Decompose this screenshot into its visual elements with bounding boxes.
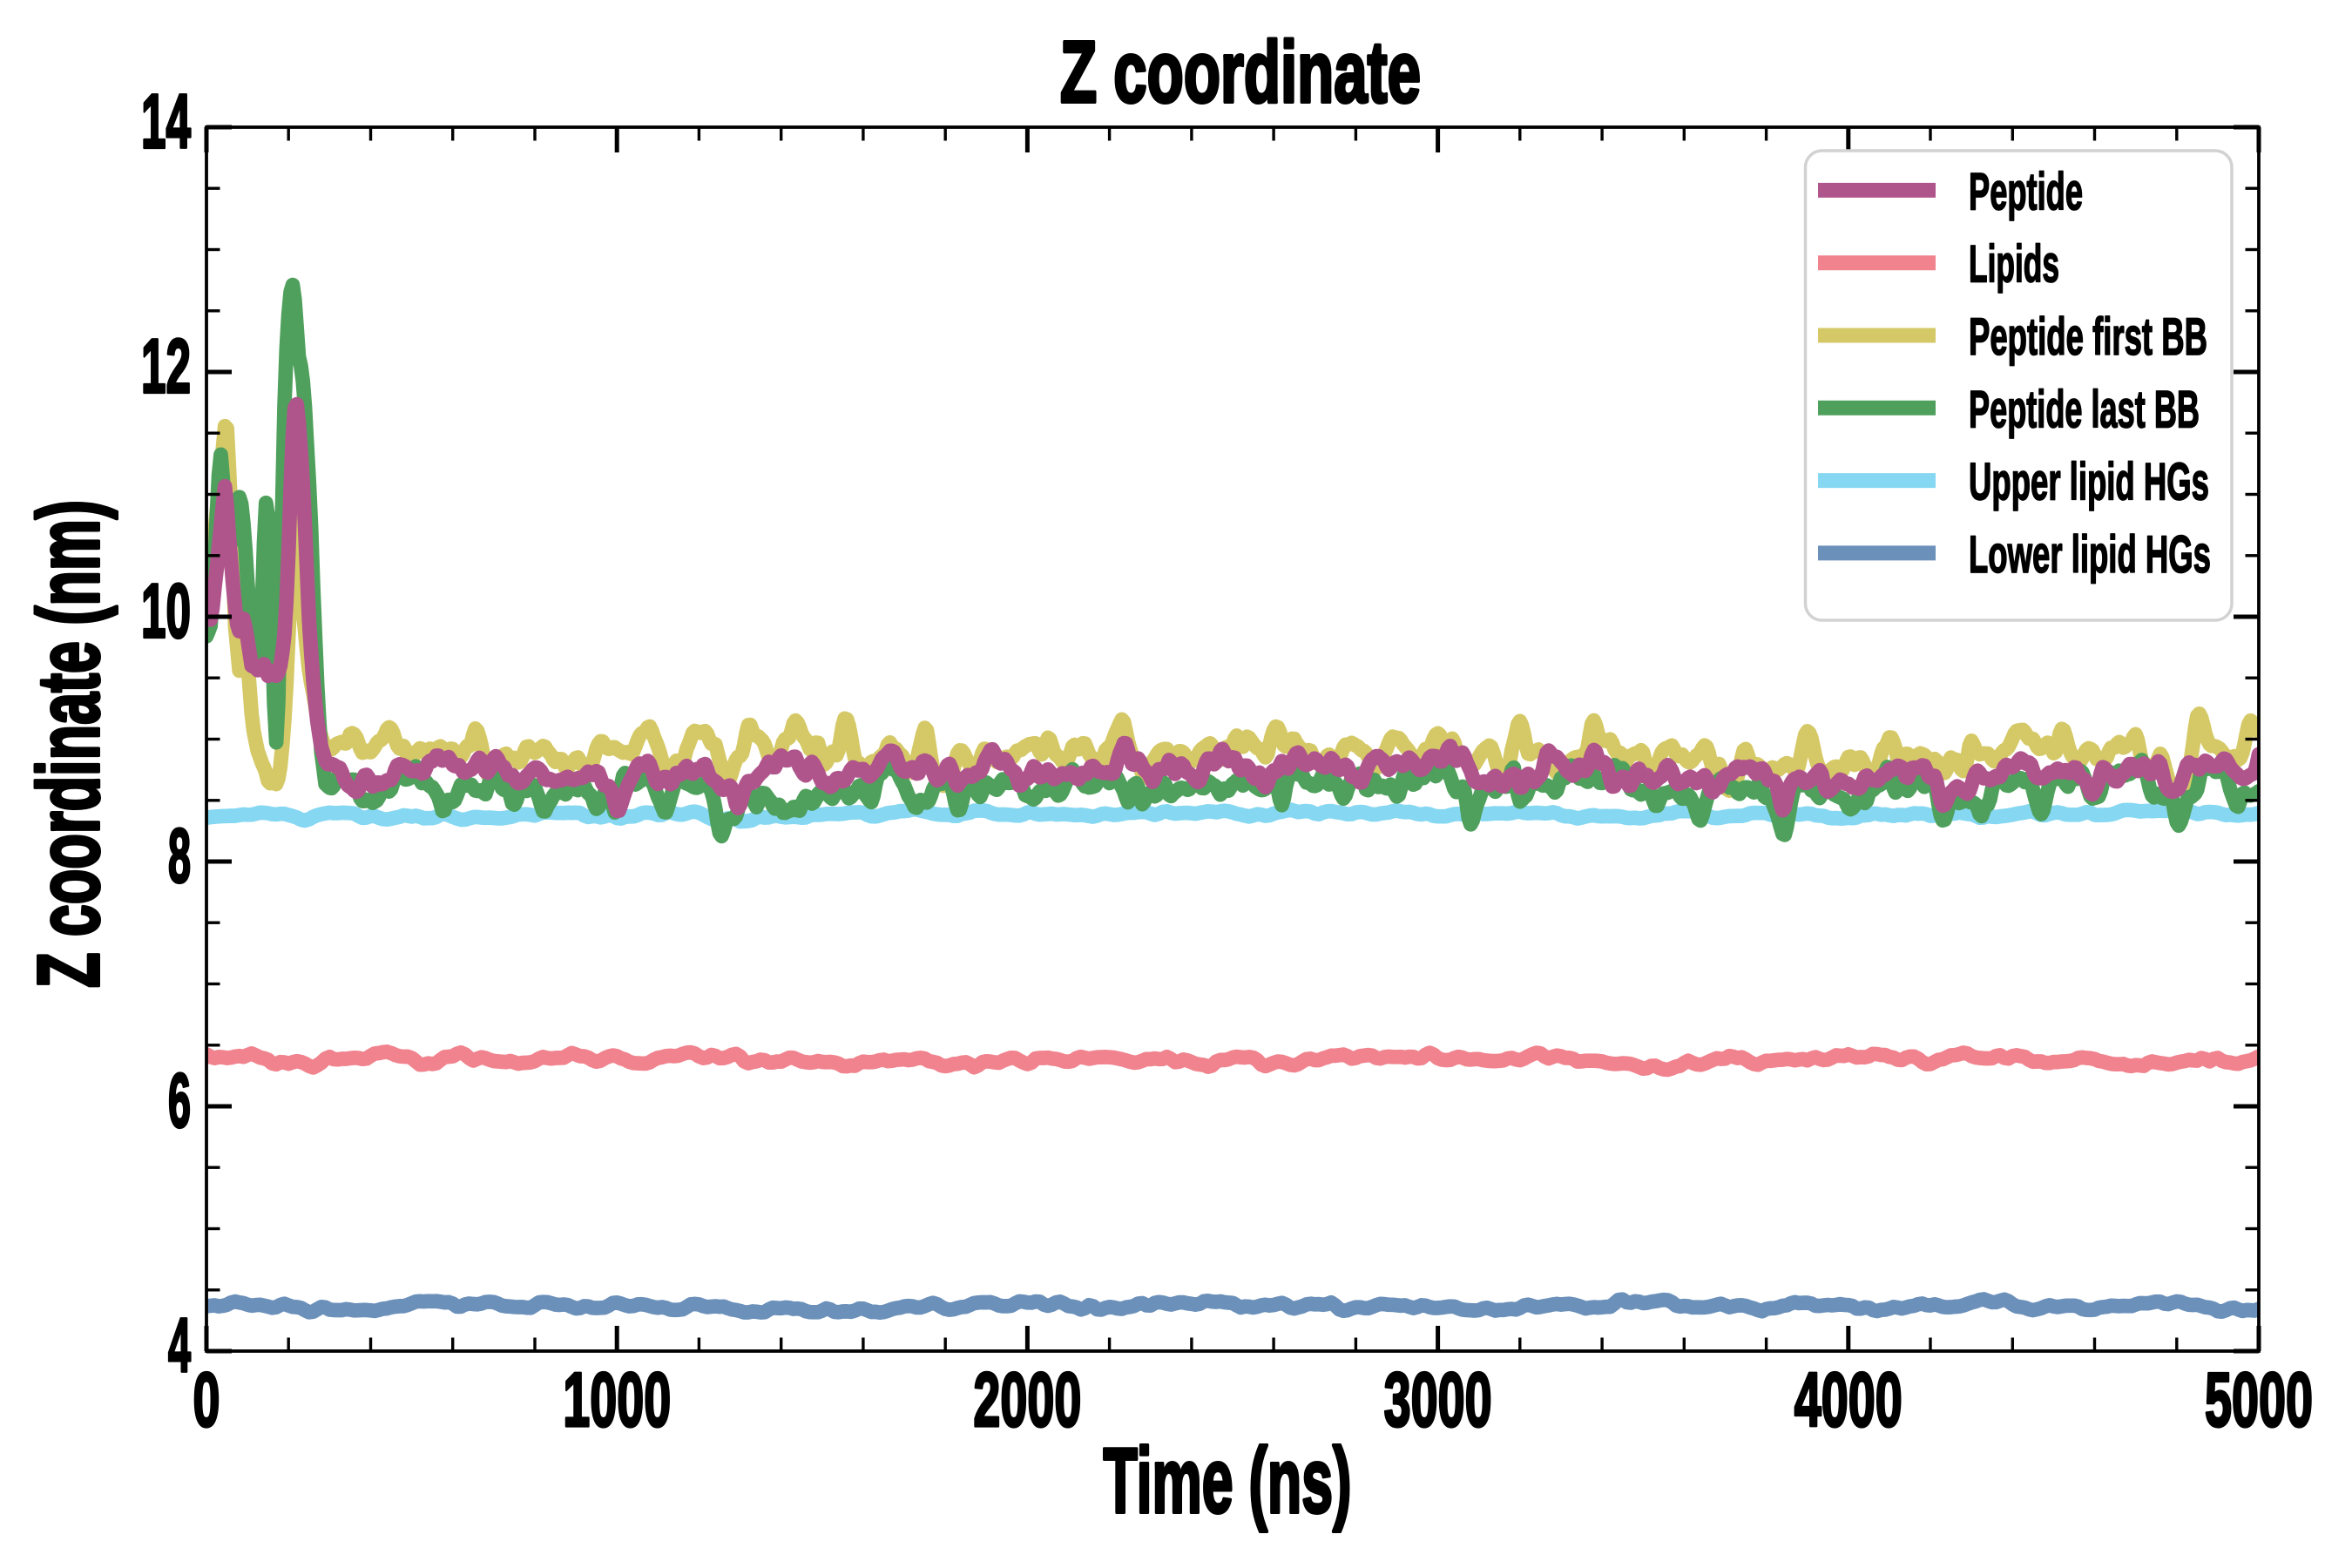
svg-text:14: 14	[141, 78, 191, 165]
svg-text:6: 6	[168, 1058, 191, 1144]
svg-text:1000: 1000	[563, 1356, 671, 1443]
svg-text:Peptide last BB: Peptide last BB	[1969, 380, 2200, 438]
svg-text:Peptide first BB: Peptide first BB	[1969, 308, 2207, 366]
svg-text:Time (ns): Time (ns)	[1104, 1429, 1352, 1532]
svg-text:Lower lipid HGs: Lower lipid HGs	[1969, 525, 2211, 584]
svg-text:Z coordinate (nm): Z coordinate (nm)	[20, 500, 118, 988]
svg-text:4000: 4000	[1794, 1356, 1903, 1443]
svg-text:5000: 5000	[2205, 1356, 2313, 1443]
svg-text:Lipids: Lipids	[1969, 235, 2059, 294]
svg-text:8: 8	[168, 813, 191, 899]
svg-text:Peptide: Peptide	[1969, 162, 2083, 220]
svg-text:12: 12	[141, 323, 191, 409]
svg-text:3000: 3000	[1384, 1356, 1492, 1443]
svg-text:0: 0	[193, 1356, 220, 1443]
svg-text:10: 10	[141, 568, 191, 654]
svg-text:Upper lipid HGs: Upper lipid HGs	[1969, 453, 2209, 511]
svg-text:Z coordinate: Z coordinate	[1060, 24, 1421, 121]
svg-text:4: 4	[168, 1302, 191, 1389]
svg-text:2000: 2000	[973, 1356, 1081, 1443]
